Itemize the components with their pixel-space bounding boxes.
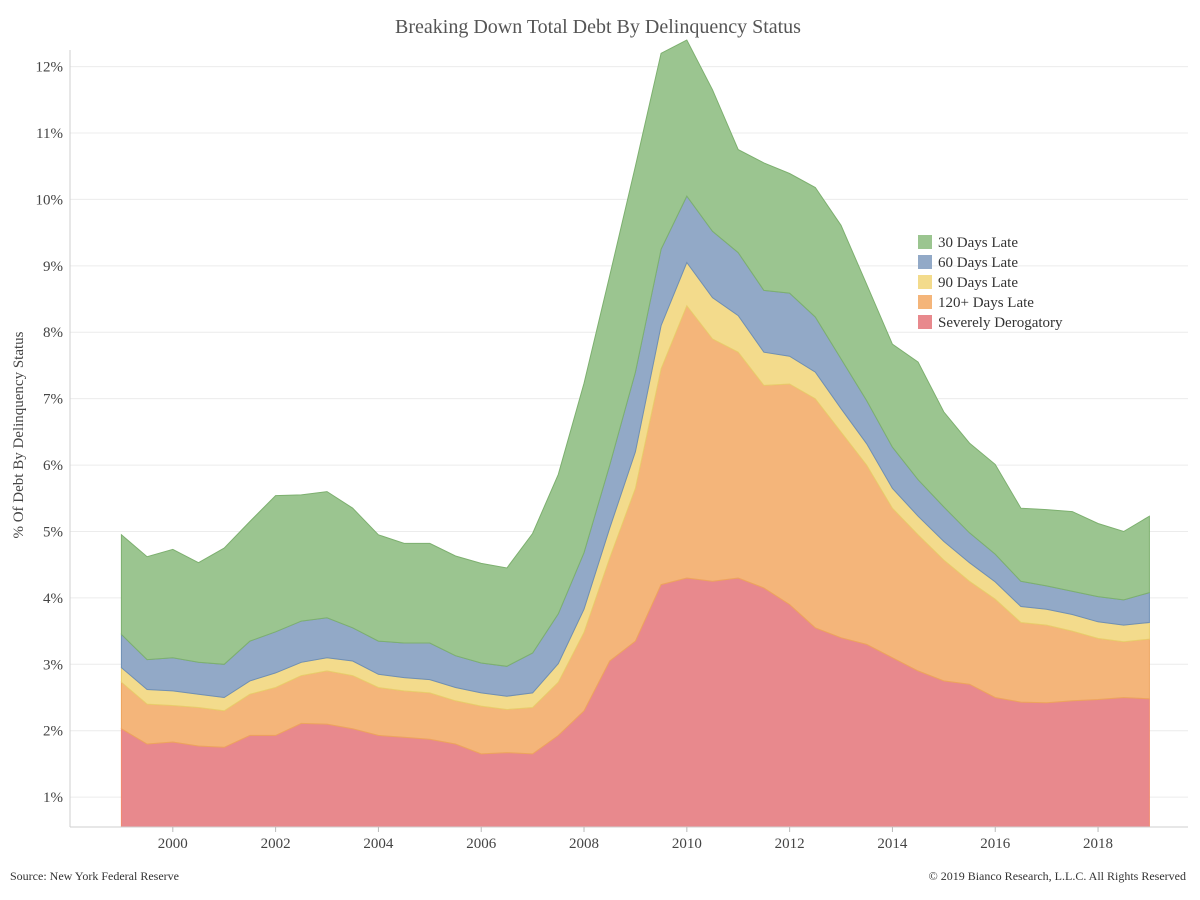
y-tick-label: 4% [43,591,63,607]
y-tick-label: 3% [43,657,63,673]
x-tick-label: 2010 [672,836,702,852]
legend: 30 Days Late 60 Days Late 90 Days Late 120+… [918,235,1063,331]
x-tick-label: 2008 [569,836,599,852]
x-tick-label: 2016 [980,836,1011,852]
legend-label-60-days-late: 60 Days Late [938,255,1018,271]
legend-label-severely-derogatory: Severely Derogatory [938,315,1063,331]
legend-label-30-days-late: 30 Days Late [938,235,1018,251]
source-note: Source: New York Federal Reserve [10,869,179,883]
legend-swatch-120-days-late [918,295,932,309]
area-series-group [120,39,1150,828]
x-axis-ticks: 2000 2002 2004 2006 2008 2010 2012 2014 2016 2018 [158,827,1113,852]
legend-label-120-days-late: 120+ Days Late [938,295,1034,311]
y-tick-label: 6% [43,458,63,474]
y-axis-label: % Of Debt By Delinquency Status [11,331,27,538]
copyright-note: © 2019 Bianco Research, L.L.C. All Right… [928,869,1186,883]
x-tick-label: 2018 [1083,836,1113,852]
y-tick-label: 2% [43,724,63,740]
x-tick-label: 2000 [158,836,188,852]
chart-title: Breaking Down Total Debt By Delinquency … [395,16,801,38]
y-tick-label: 1% [43,790,63,806]
legend-swatch-30-days-late [918,235,932,249]
y-tick-label: 8% [43,325,63,341]
y-tick-label: 10% [36,192,64,208]
x-tick-label: 2014 [877,836,908,852]
area-30-days-late [120,39,1150,667]
legend-swatch-severely-derogatory [918,315,932,329]
x-tick-label: 2012 [775,836,805,852]
x-tick-label: 2002 [261,836,291,852]
x-tick-label: 2004 [363,836,394,852]
axes [69,50,1188,828]
legend-label-90-days-late: 90 Days Late [938,275,1018,291]
y-axis-ticks: 1% 2% 3% 4% 5% 6% 7% 8% 9% 10% 11% 12% [36,60,64,807]
y-tick-label: 7% [43,392,63,408]
y-tick-label: 11% [36,126,63,142]
y-tick-label: 12% [36,60,64,76]
y-tick-label: 9% [43,259,63,275]
y-tick-label: 5% [43,524,63,540]
legend-swatch-60-days-late [918,255,932,269]
legend-swatch-90-days-late [918,275,932,289]
x-tick-label: 2006 [466,836,497,852]
